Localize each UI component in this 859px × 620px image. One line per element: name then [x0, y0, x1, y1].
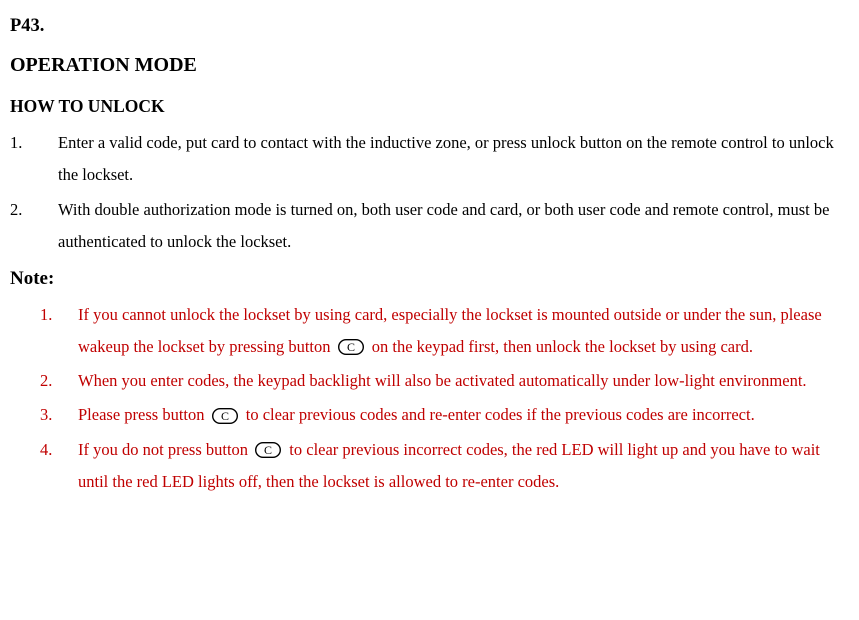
list-number: 3. — [40, 399, 52, 431]
instruction-list: 1. Enter a valid code, put card to conta… — [10, 127, 849, 258]
instruction-item: 2. With double authorization mode is tur… — [10, 194, 849, 258]
instruction-item: 1. Enter a valid code, put card to conta… — [10, 127, 849, 191]
note-text-pre: Please press button — [78, 405, 204, 424]
note-item: 1. If you cannot unlock the lockset by u… — [40, 299, 849, 363]
note-item: 4. If you do not press button C to clear… — [40, 434, 849, 498]
svg-text:C: C — [221, 409, 229, 423]
note-heading: Note: — [10, 260, 849, 297]
svg-text:C: C — [347, 341, 355, 355]
list-number: 4. — [40, 434, 52, 466]
list-number: 1. — [40, 299, 52, 331]
document-page: P43. OPERATION MODE HOW TO UNLOCK 1. Ent… — [0, 0, 859, 520]
list-number: 2. — [40, 365, 52, 397]
svg-text:C: C — [264, 443, 272, 457]
list-number: 2. — [10, 194, 22, 226]
title-operation-mode: OPERATION MODE — [10, 46, 849, 85]
list-text: Enter a valid code, put card to contact … — [58, 133, 834, 184]
c-button-icon: C — [338, 339, 364, 355]
note-text-pre: If you do not press button — [78, 440, 248, 459]
section-title-how-to-unlock: HOW TO UNLOCK — [10, 89, 849, 123]
page-number-label: P43. — [10, 8, 849, 44]
note-item: 3. Please press button C to clear previo… — [40, 399, 849, 431]
note-text-pre: When you enter codes, the keypad backlig… — [78, 371, 807, 390]
list-number: 1. — [10, 127, 22, 159]
c-button-icon: C — [255, 442, 281, 458]
note-text-post: on the keypad first, then unlock the loc… — [372, 337, 753, 356]
list-text: With double authorization mode is turned… — [58, 200, 829, 251]
note-text-post: to clear previous codes and re-enter cod… — [246, 405, 755, 424]
note-list: 1. If you cannot unlock the lockset by u… — [40, 299, 849, 498]
note-item: 2. When you enter codes, the keypad back… — [40, 365, 849, 397]
c-button-icon: C — [212, 408, 238, 424]
